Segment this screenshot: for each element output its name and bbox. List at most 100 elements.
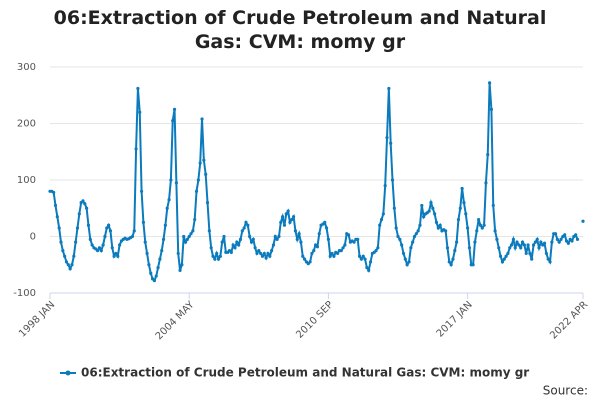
point [367, 268, 371, 272]
series-line [50, 83, 583, 281]
point [411, 240, 415, 244]
point [299, 240, 303, 244]
point [379, 217, 384, 222]
point [229, 250, 233, 254]
point [526, 243, 530, 247]
point [508, 246, 512, 250]
point [486, 152, 490, 157]
point [55, 215, 59, 219]
point [394, 226, 398, 230]
point [238, 237, 243, 241]
point [77, 212, 81, 216]
point [86, 223, 91, 227]
point [310, 251, 314, 256]
point [96, 249, 100, 253]
point [105, 226, 109, 230]
point [271, 243, 276, 247]
point [352, 240, 356, 244]
point [136, 86, 140, 91]
point [70, 263, 74, 267]
point [456, 217, 461, 222]
point [414, 232, 418, 236]
point [216, 257, 221, 261]
point [292, 215, 296, 219]
point [564, 239, 569, 243]
point [52, 190, 56, 195]
point [302, 257, 307, 261]
point [183, 240, 188, 244]
point [218, 254, 222, 258]
point [249, 240, 254, 244]
point [412, 234, 417, 239]
point [531, 243, 536, 247]
point [152, 278, 157, 283]
point [434, 220, 439, 224]
point [323, 220, 327, 224]
point [301, 254, 305, 258]
point [308, 260, 312, 264]
point [359, 257, 363, 261]
point [389, 141, 393, 145]
point [116, 254, 120, 258]
point [202, 158, 206, 162]
point [259, 251, 263, 256]
point [498, 254, 503, 258]
point [132, 229, 136, 233]
point [193, 217, 197, 222]
point [537, 246, 541, 250]
point [473, 240, 477, 244]
point [574, 233, 578, 237]
point [257, 249, 261, 253]
point [165, 206, 169, 210]
point [455, 240, 459, 244]
point [244, 220, 248, 224]
point [341, 246, 345, 250]
point [433, 212, 437, 216]
point [75, 226, 80, 230]
point [57, 226, 61, 230]
x-tick-label: 2022 APR [548, 299, 590, 341]
point [466, 226, 470, 230]
point [176, 251, 180, 256]
point [270, 249, 274, 253]
point [141, 220, 146, 224]
y-tick-label: -100 [13, 288, 36, 299]
point [158, 257, 162, 261]
point [346, 233, 351, 237]
point [81, 199, 85, 203]
point [436, 226, 440, 230]
point [264, 256, 268, 260]
point [495, 237, 499, 241]
point [418, 223, 422, 227]
point [147, 263, 151, 267]
point [169, 178, 173, 182]
point [458, 206, 462, 210]
point [548, 260, 552, 264]
point [90, 243, 94, 247]
legend-marker [65, 370, 71, 376]
point [422, 215, 426, 219]
point [66, 263, 70, 267]
point [182, 234, 186, 239]
point [97, 246, 102, 250]
point [535, 237, 539, 241]
point [553, 232, 558, 236]
point [335, 251, 340, 256]
point [198, 161, 202, 165]
point [220, 240, 224, 244]
x-tick-label: 2004 MAY [154, 299, 197, 342]
point [187, 234, 191, 239]
point [368, 260, 373, 264]
point [403, 257, 407, 261]
point [363, 257, 367, 261]
point [475, 229, 479, 233]
point [511, 237, 515, 241]
point [506, 251, 510, 256]
point [515, 240, 519, 244]
point [500, 260, 505, 264]
point [268, 254, 272, 258]
point [222, 234, 226, 239]
point [167, 198, 171, 202]
point [387, 86, 391, 91]
